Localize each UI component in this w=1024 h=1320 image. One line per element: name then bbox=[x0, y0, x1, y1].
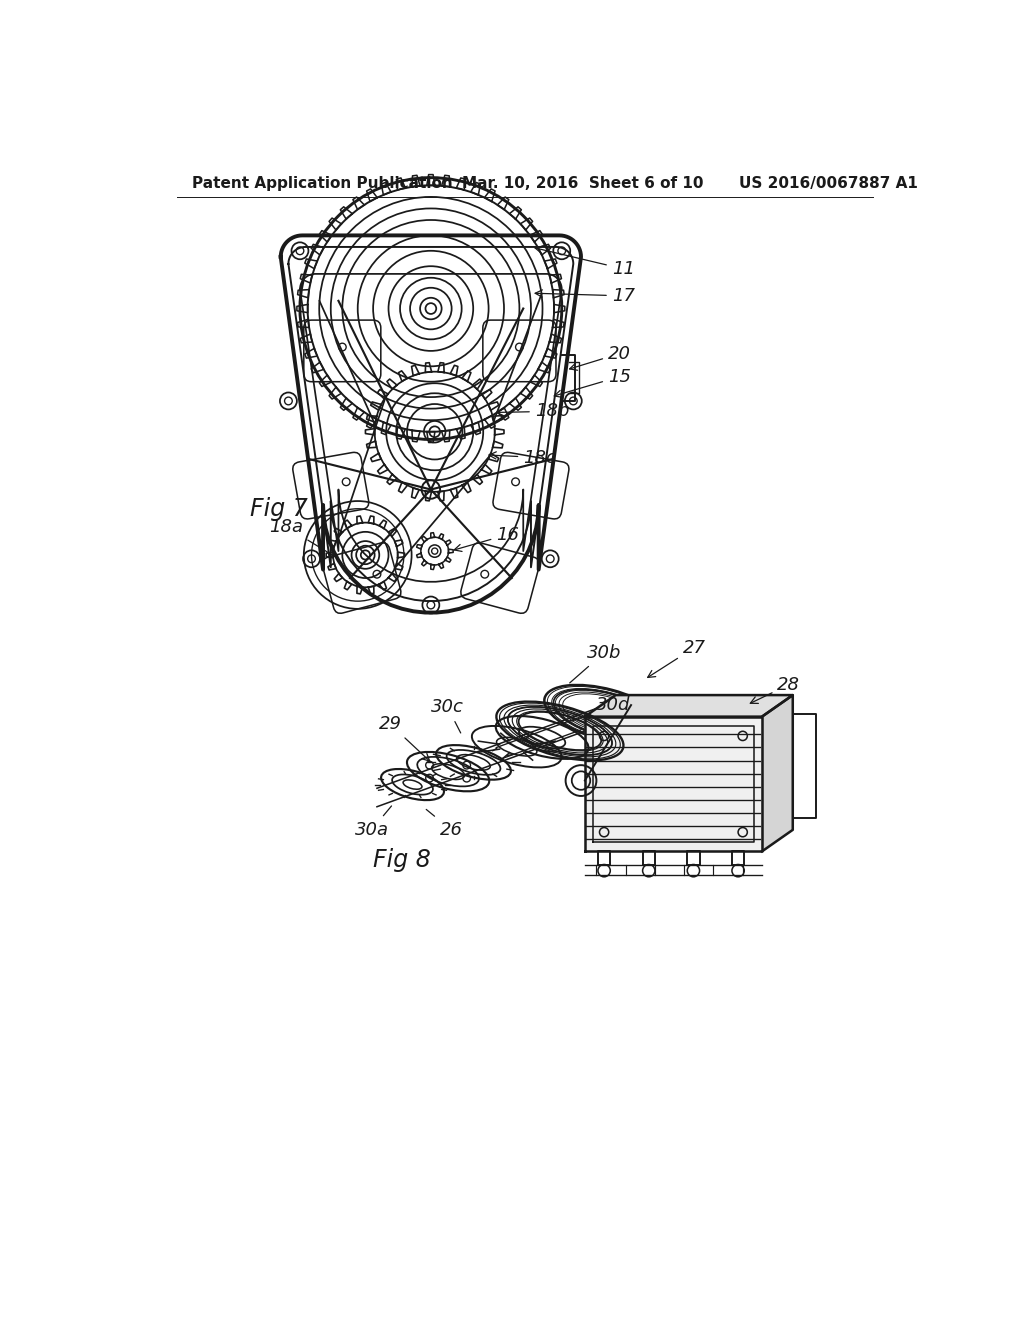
Text: Fig 8: Fig 8 bbox=[373, 847, 431, 871]
Text: 30b: 30b bbox=[569, 644, 622, 682]
Text: 29: 29 bbox=[379, 715, 430, 762]
Text: Fig 7: Fig 7 bbox=[250, 498, 307, 521]
Polygon shape bbox=[585, 717, 762, 851]
Text: 30a: 30a bbox=[354, 807, 391, 838]
Text: 18a: 18a bbox=[269, 517, 336, 557]
Text: 27: 27 bbox=[647, 639, 706, 677]
Text: 28: 28 bbox=[751, 676, 801, 704]
Text: 11: 11 bbox=[535, 246, 635, 279]
Text: Patent Application Publication: Patent Application Publication bbox=[193, 177, 453, 191]
Text: 15: 15 bbox=[554, 368, 631, 397]
Text: 26: 26 bbox=[426, 809, 463, 838]
Text: US 2016/0067887 A1: US 2016/0067887 A1 bbox=[739, 177, 918, 191]
Text: 17: 17 bbox=[536, 286, 635, 305]
Text: 18b: 18b bbox=[497, 403, 569, 420]
Polygon shape bbox=[762, 696, 793, 851]
Text: 30c: 30c bbox=[431, 698, 464, 733]
Polygon shape bbox=[585, 696, 793, 717]
Text: 30d: 30d bbox=[571, 697, 631, 721]
Text: 16: 16 bbox=[454, 525, 519, 552]
Text: 20: 20 bbox=[569, 345, 631, 370]
Text: 18c: 18c bbox=[488, 449, 556, 466]
Text: Mar. 10, 2016  Sheet 6 of 10: Mar. 10, 2016 Sheet 6 of 10 bbox=[462, 177, 703, 191]
